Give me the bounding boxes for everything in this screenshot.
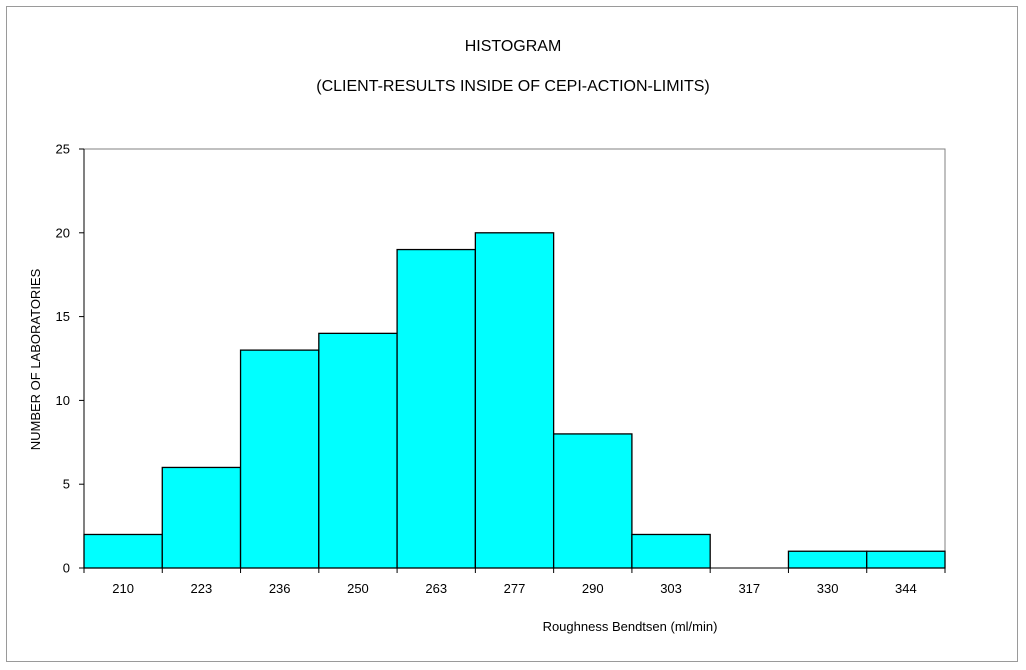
histogram-bar	[318, 332, 398, 569]
bars-group	[83, 232, 946, 569]
x-tick-label: 263	[425, 581, 447, 596]
x-tick-label: 303	[660, 581, 682, 596]
y-tick-label: 5	[63, 477, 70, 492]
histogram-bar	[787, 550, 868, 569]
x-tick-label: 210	[112, 581, 134, 596]
histogram-bar	[552, 433, 633, 569]
y-axis-label: NUMBER OF LABORATORIES	[28, 268, 43, 450]
x-tick-label: 250	[347, 581, 369, 596]
histogram-bar	[866, 550, 946, 569]
x-tick-label: 277	[504, 581, 526, 596]
y-tick-label: 10	[56, 393, 70, 408]
y-tick-label: 15	[56, 309, 70, 324]
y-tick-label: 0	[63, 561, 70, 576]
x-tick-label: 236	[269, 581, 291, 596]
x-tick-label: 290	[582, 581, 604, 596]
histogram-bar	[161, 466, 242, 569]
x-tick-label: 317	[738, 581, 760, 596]
chart-title: HISTOGRAM	[464, 38, 562, 55]
axes-group: 0 5 10 15 20 25 210 223 236 250 263 277 290 303 317 330…	[56, 142, 946, 596]
y-tick-label: 25	[56, 142, 70, 157]
x-tick-label: 344	[895, 581, 917, 596]
y-tick-label: 20	[56, 225, 70, 240]
histogram-bar	[239, 349, 320, 569]
histogram-bar	[83, 533, 163, 569]
x-tick-label: 223	[191, 581, 213, 596]
histogram-bar	[474, 232, 555, 569]
histogram-bar	[631, 533, 711, 569]
chart-subtitle: (CLIENT-RESULTS INSIDE OF CEPI-ACTION-LI…	[316, 78, 710, 95]
x-axis-label: Roughness Bendtsen (ml/min)	[543, 619, 718, 634]
histogram-bar	[396, 248, 477, 569]
x-tick-label: 330	[817, 581, 839, 596]
